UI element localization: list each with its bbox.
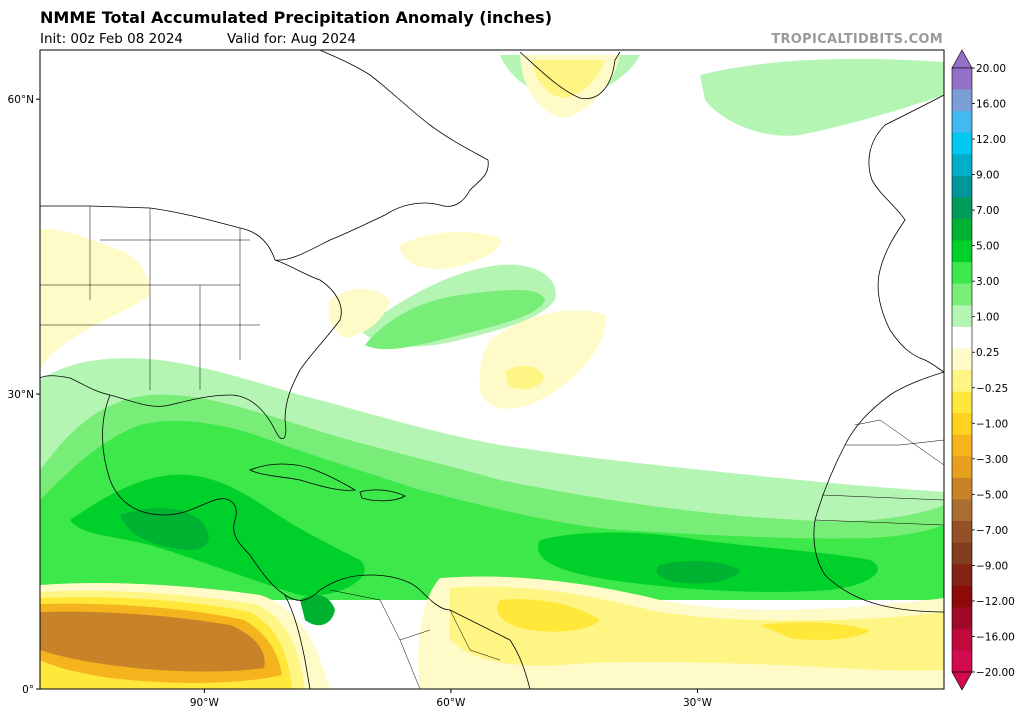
- gulf-central-america-coast: [102, 394, 451, 611]
- colorbar: 20.00 16.00 12.00 9.00 7.00 5.00 3.00 1.00 0.25 −…: [951, 49, 1015, 691]
- valid-time: Valid for: Aug 2024: [227, 31, 356, 47]
- lat-label: 30°N: [8, 389, 34, 401]
- colorbar-frame: [951, 67, 973, 673]
- colorbar-swatch: [952, 348, 972, 371]
- colorbar-swatch: [952, 111, 972, 134]
- colorbar-swatch: [952, 434, 972, 457]
- colorbar-swatch: [952, 499, 972, 522]
- dry-anomaly-gold-gulfguinea: [760, 622, 870, 640]
- colorbar-label: −12.00: [976, 596, 1015, 608]
- colorbar-label: 20.00: [976, 63, 1006, 75]
- anomaly-field: [40, 50, 944, 689]
- colorbar-label: −9.00: [976, 560, 1008, 572]
- africa-borders: [814, 419, 944, 526]
- dry-anomaly-gold-atlantic: [496, 599, 600, 632]
- map-frame: [39, 49, 945, 690]
- lon-label: 30°W: [683, 697, 713, 709]
- map-axes: 60°N 30°N 0° 90°W 60°W 30°W: [8, 94, 713, 709]
- dry-anomaly-light-eastcoast: [328, 288, 390, 338]
- wet-anomaly-pale-north-atlantic: [700, 58, 944, 136]
- europe-coast: [868, 94, 944, 373]
- dry-anomaly-light-nwatlantic: [400, 231, 501, 269]
- map-title: NMME Total Accumulated Precipitation Ano…: [40, 8, 552, 27]
- colorbar-top-arrow: [951, 49, 973, 69]
- colorbar-swatch: [952, 326, 972, 349]
- dry-anomaly-yellow-greenland: [532, 60, 605, 98]
- colorbar-swatch: [952, 413, 972, 436]
- colorbar-swatch: [952, 521, 972, 543]
- colorbar-swatch: [952, 305, 972, 328]
- colorbar-label: −7.00: [976, 525, 1008, 537]
- dry-anomaly-light-us: [40, 229, 150, 370]
- site-credit: TROPICALTIDBITS.COM: [771, 32, 943, 47]
- colorbar-swatch: [952, 89, 972, 112]
- lon-label: 60°W: [436, 697, 466, 709]
- colorbar-swatch: [952, 154, 972, 177]
- lat-label: 0°: [22, 684, 34, 696]
- colorbar-label: −5.00: [976, 489, 1008, 501]
- coastlines: [40, 50, 944, 689]
- colorbar-label: 0.25: [976, 347, 999, 359]
- colorbar-swatch: [952, 240, 972, 263]
- colorbar-label: 5.00: [976, 241, 999, 253]
- colorbar-swatch: [952, 132, 972, 155]
- colorbar-label: −20.00: [976, 667, 1015, 679]
- wet-anomaly-dark-atlantic: [656, 560, 740, 584]
- colorbar-swatch: [952, 262, 972, 285]
- colorbar-label: 3.00: [976, 276, 999, 288]
- colorbar-swatch: [952, 68, 972, 90]
- greenland-coast: [519, 51, 621, 99]
- colorbar-swatch: [952, 650, 972, 673]
- colorbar-swatch: [952, 175, 972, 198]
- south-america-coast: [284, 594, 531, 689]
- colorbar-swatch: [952, 370, 972, 392]
- dry-anomaly-yellow-midatlantic: [505, 366, 545, 390]
- colorbar-swatch: [952, 607, 972, 630]
- lat-label: 60°N: [8, 94, 34, 106]
- wet-anomaly-dark-centralam: [120, 508, 209, 550]
- init-time: Init: 00z Feb 08 2024: [40, 31, 183, 47]
- cuba-coast: [249, 463, 357, 491]
- colorbar-bottom-arrow: [951, 671, 973, 691]
- colorbar-swatch: [952, 542, 972, 565]
- colorbar-swatch: [952, 628, 972, 651]
- wet-anomaly-dark-colombia: [300, 594, 335, 626]
- colorbar-swatch: [952, 391, 972, 414]
- wet-anomaly-mid: [70, 474, 365, 596]
- wet-anomaly-light-midlat: [365, 290, 545, 350]
- north-america-coast: [40, 50, 489, 440]
- colorbar-label: −16.00: [976, 631, 1015, 643]
- colorbar-label: −0.25: [976, 383, 1008, 395]
- us-states: [40, 206, 260, 390]
- colorbar-label: 12.00: [976, 134, 1006, 146]
- colorbar-swatch: [952, 197, 972, 220]
- lon-label: 90°W: [190, 697, 220, 709]
- dry-anomaly-yellow-atlantic: [450, 586, 944, 671]
- colorbar-label: 16.00: [976, 99, 1006, 111]
- colorbar-swatch: [952, 283, 972, 306]
- colorbar-swatch: [952, 219, 972, 241]
- colorbar-label: −1.00: [976, 418, 1008, 430]
- dry-anomaly-brown-pacific: [40, 611, 265, 672]
- colorbar-swatch: [952, 456, 972, 479]
- south-america-borders: [329, 589, 501, 689]
- colorbar-label: −3.00: [976, 454, 1008, 466]
- colorbar-swatch: [952, 585, 972, 608]
- colorbar-label: 9.00: [976, 170, 999, 182]
- colorbar-swatch: [952, 477, 972, 500]
- hispaniola-coast: [359, 489, 406, 502]
- colorbar-label: 7.00: [976, 205, 999, 217]
- colorbar-label: 1.00: [976, 312, 999, 324]
- colorbar-swatch: [952, 564, 972, 587]
